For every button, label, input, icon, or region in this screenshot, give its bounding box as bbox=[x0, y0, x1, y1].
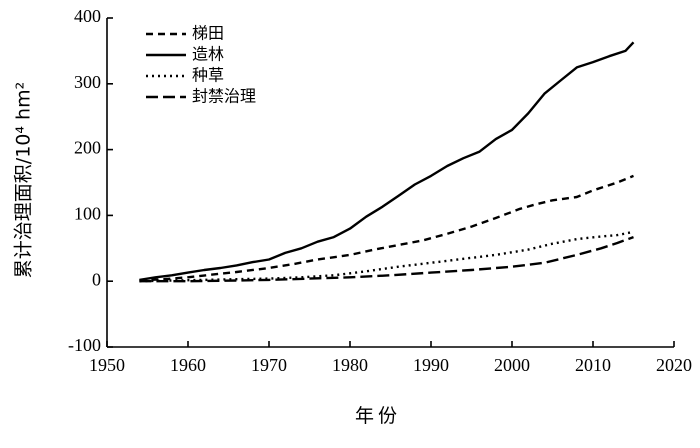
y-tick-label: 200 bbox=[74, 138, 101, 158]
series-line-3 bbox=[139, 230, 634, 283]
legend-label-3: 种草 bbox=[192, 66, 224, 85]
x-tick-label: 1970 bbox=[251, 355, 287, 375]
y-tick-label: 100 bbox=[74, 204, 101, 224]
x-tick-label: 1990 bbox=[413, 355, 449, 375]
x-axis-label: 年份 bbox=[355, 405, 401, 427]
y-axis-label: 累计治理面积/10⁴ hm² bbox=[13, 82, 35, 278]
series-line-4 bbox=[139, 235, 634, 283]
y-tick-label: 0 bbox=[92, 269, 101, 289]
x-tick-label: 2010 bbox=[575, 355, 611, 375]
legend-label-1: 梯田 bbox=[192, 24, 224, 43]
series-line-2 bbox=[139, 41, 635, 282]
plot-area: -100 0 100 200 300 400 1950 1960 1970 1980 1990 200… bbox=[68, 6, 692, 375]
x-tick-label: 1950 bbox=[89, 355, 125, 375]
series-line-1 bbox=[139, 174, 634, 282]
x-tick-label: 2000 bbox=[494, 355, 530, 375]
y-tick-label: 400 bbox=[74, 6, 101, 26]
x-tick-label: 1960 bbox=[170, 355, 206, 375]
legend-label-4: 封禁治理 bbox=[192, 87, 256, 106]
x-tick-label: 1980 bbox=[332, 355, 368, 375]
x-tick-label: 2020 bbox=[656, 355, 692, 375]
y-tick-label: -100 bbox=[68, 335, 101, 355]
legend-label-2: 造林 bbox=[192, 45, 224, 64]
y-tick-label: 300 bbox=[74, 72, 101, 92]
